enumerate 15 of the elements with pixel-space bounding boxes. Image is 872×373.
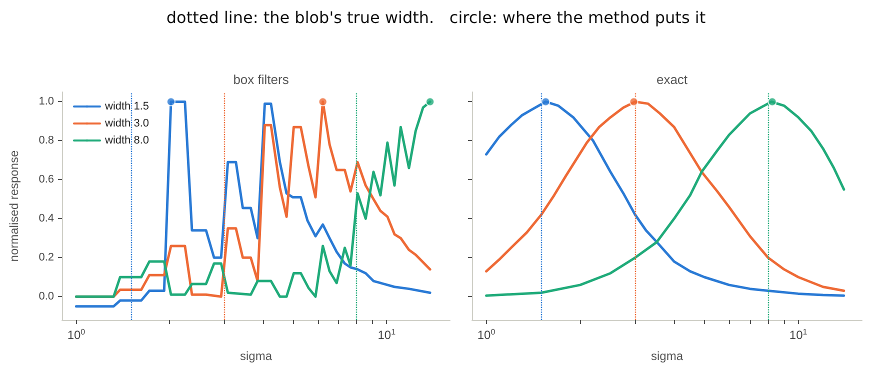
- x-axis-title: sigma: [650, 349, 684, 363]
- legend-label: width 1.5: [104, 100, 150, 112]
- chart-title: box filters: [233, 72, 290, 87]
- y-axis-title: normalised response: [7, 150, 21, 262]
- y-tick-label: 0.6: [38, 174, 54, 186]
- text: dotted line: the blob's true width. circle: where the method puts it: [165, 8, 707, 27]
- y-tick-label: 0.8: [38, 134, 54, 147]
- y-tick-label: 1.0: [38, 96, 54, 108]
- y-tick-label: 0.2: [38, 252, 54, 264]
- y-tick-label: 0.0: [38, 290, 54, 303]
- legend-label: width 8.0: [104, 134, 150, 146]
- legend-label: width 3.0: [104, 118, 150, 130]
- y-tick-label: 0.4: [38, 212, 54, 225]
- x-axis-title: sigma: [240, 349, 272, 363]
- chart-title: exact: [656, 72, 688, 87]
